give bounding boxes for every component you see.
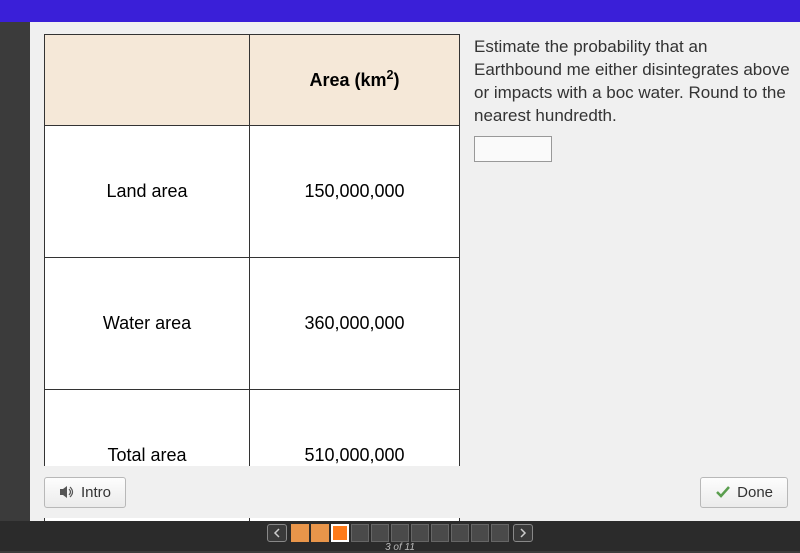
table-row: Water area 360,000,000 [45, 257, 460, 389]
chevron-right-icon [519, 528, 527, 538]
button-bar: Intro Done [30, 466, 800, 518]
nav-step-11[interactable] [491, 524, 509, 542]
row-value: 360,000,000 [250, 257, 460, 389]
done-button[interactable]: Done [700, 477, 788, 508]
nav-step-6[interactable] [391, 524, 409, 542]
nav-step-7[interactable] [411, 524, 429, 542]
answer-input[interactable] [474, 136, 552, 162]
nav-prev-button[interactable] [267, 524, 287, 542]
progress-nav: 3 of 11 [0, 521, 800, 551]
table-header-blank [45, 35, 250, 126]
check-icon [715, 485, 731, 499]
intro-label: Intro [81, 484, 111, 501]
nav-step-8[interactable] [431, 524, 449, 542]
question-panel: Estimate the probability that an Earthbo… [474, 34, 800, 522]
row-label: Water area [45, 257, 250, 389]
table-row: Land area 150,000,000 [45, 125, 460, 257]
nav-step-3[interactable] [331, 524, 349, 542]
nav-next-button[interactable] [513, 524, 533, 542]
table-header-area: Area (km2) [250, 35, 460, 126]
done-label: Done [737, 484, 773, 501]
content-panel: Area (km2) Land area 150,000,000 Water a… [30, 22, 800, 522]
speaker-icon [59, 485, 75, 499]
nav-step-9[interactable] [451, 524, 469, 542]
app-title-bar [0, 0, 800, 22]
question-text: Estimate the probability that an Earthbo… [474, 36, 800, 128]
intro-button[interactable]: Intro [44, 477, 126, 508]
nav-step-4[interactable] [351, 524, 369, 542]
area-table: Area (km2) Land area 150,000,000 Water a… [44, 34, 460, 522]
row-value: 150,000,000 [250, 125, 460, 257]
chevron-left-icon [273, 528, 281, 538]
row-label: Land area [45, 125, 250, 257]
progress-label: 3 of 11 [385, 542, 415, 553]
nav-step-2[interactable] [311, 524, 329, 542]
nav-step-5[interactable] [371, 524, 389, 542]
nav-step-1[interactable] [291, 524, 309, 542]
nav-step-10[interactable] [471, 524, 489, 542]
